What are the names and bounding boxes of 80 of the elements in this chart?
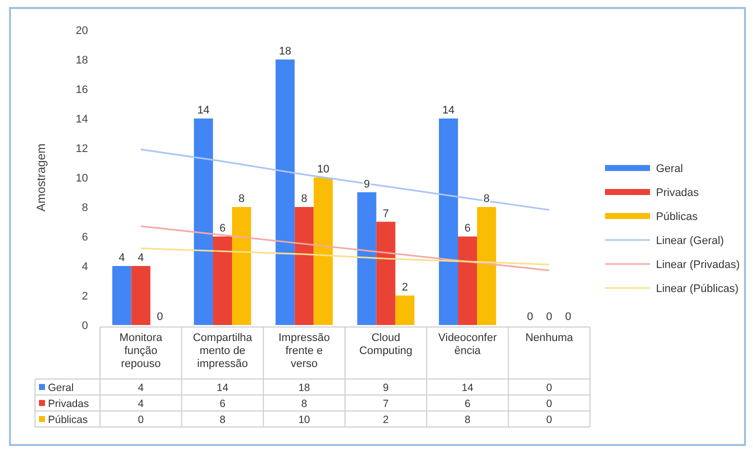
text: 8 [483, 193, 490, 205]
text: Públicas [48, 414, 88, 426]
text: 0 [546, 311, 552, 323]
y-tick-label: 16 [76, 84, 88, 96]
bar [294, 207, 314, 325]
data-label: 8 [220, 414, 226, 426]
data-label: 2 [382, 414, 389, 426]
y-tick-label: 18 [76, 54, 88, 66]
data-label: 0 [546, 414, 552, 426]
y-tick-label: 2 [82, 290, 88, 302]
data-label: 9 [382, 382, 389, 394]
data-label: 0 [546, 382, 552, 394]
data-label: 7 [382, 398, 389, 410]
text: 6 [464, 222, 471, 234]
text: 2 [402, 282, 408, 294]
text: Geral [656, 163, 683, 175]
text: 9 [364, 178, 370, 190]
text: 18 [278, 46, 292, 58]
data-label: 14 [462, 382, 474, 394]
text: 6 [219, 222, 226, 234]
y-tick-label: 4 [82, 261, 88, 273]
y-tick-label: 0 [82, 320, 88, 332]
data-label: 4 [138, 382, 144, 394]
bar [477, 207, 496, 325]
data-label: 18 [298, 382, 310, 394]
y-tick-label: 6 [82, 232, 88, 244]
bar [458, 236, 478, 325]
bar [212, 236, 232, 325]
data-label: 8 [301, 398, 308, 410]
data-label: 0 [138, 414, 144, 426]
bar [276, 60, 295, 325]
data-label: 10 [298, 414, 310, 426]
x-tick-label: Impressão frente e verso [278, 332, 330, 370]
data-label: 4 [138, 398, 144, 410]
text: 0 [527, 311, 534, 323]
y-tick-label: 10 [76, 172, 88, 184]
x-tick-label: Compartilhamento de impressão [192, 332, 254, 370]
bar [194, 118, 213, 325]
text: 8 [301, 193, 308, 205]
bar [131, 266, 150, 325]
bar [357, 192, 376, 325]
legend-label: Linear (Privadas) [656, 259, 740, 271]
x-tick-label: Cloud Computing [359, 332, 412, 357]
y-tick-label: 14 [76, 114, 88, 126]
x-tick-label: Videoconferência [438, 332, 498, 357]
legend-label: Linear (Geral) [656, 235, 724, 247]
text: 10 [317, 164, 330, 176]
line-series [140, 148, 550, 211]
bar [232, 207, 252, 325]
x-tick-label: Nenhuma [525, 332, 574, 344]
y-tick-label: 12 [76, 143, 88, 155]
line-series [140, 225, 550, 272]
text: 4 [118, 252, 125, 264]
bar [376, 222, 396, 325]
y-tick-label: 20 [76, 25, 88, 37]
legend-label: Privadas [48, 398, 89, 410]
x-tick-label: Monitora função repouso [119, 332, 164, 370]
line-series [140, 248, 550, 266]
bar [395, 296, 414, 325]
legend-label: Geral [48, 382, 74, 394]
legend-label: Públicas [656, 211, 698, 223]
data-label: 6 [220, 398, 226, 410]
y-axis-title: Amostragem [34, 143, 48, 212]
bar [112, 266, 132, 325]
data-label: 6 [464, 398, 471, 410]
bar [438, 118, 458, 325]
text: 0 [565, 311, 572, 323]
text: 14 [197, 104, 210, 116]
data-label: 0 [546, 398, 552, 410]
data-label: 8 [464, 414, 471, 426]
text: 14 [442, 104, 455, 116]
text: 7 [382, 208, 389, 220]
data-label: 14 [216, 382, 228, 394]
text: Privadas [656, 187, 699, 199]
text: 4 [138, 252, 144, 264]
y-tick-label: 8 [82, 202, 88, 214]
legend-label: Linear (Públicas) [656, 283, 739, 295]
text: 8 [238, 193, 245, 205]
bar [314, 178, 333, 325]
text: 0 [156, 311, 163, 323]
